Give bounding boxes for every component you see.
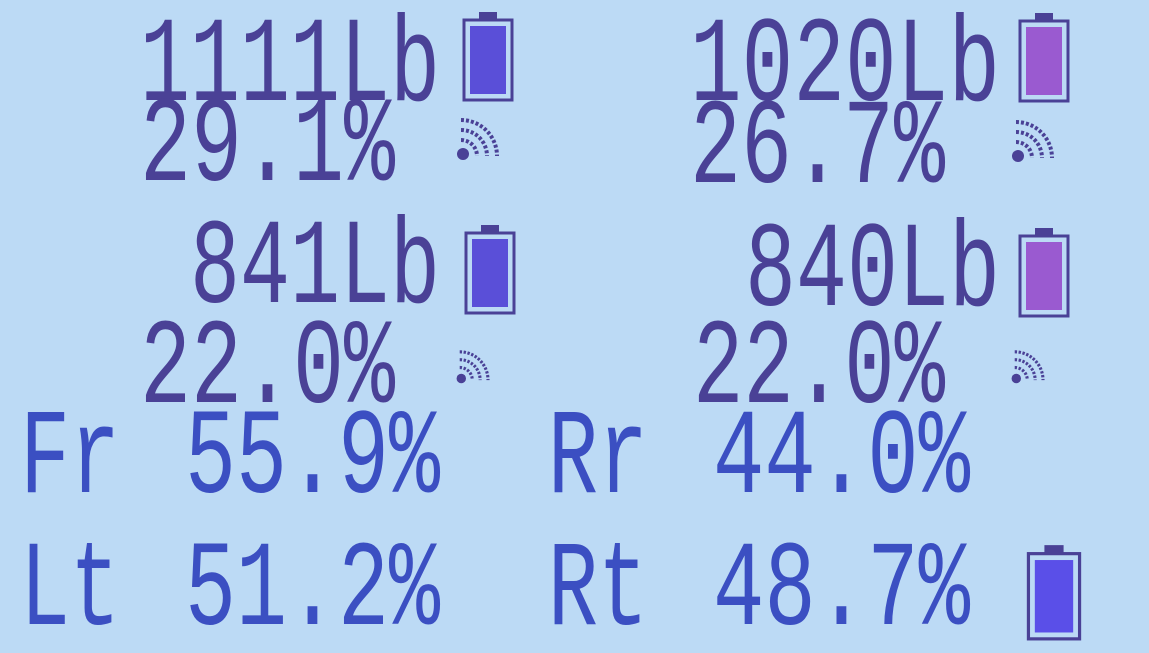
summary-percent: 44.0% bbox=[713, 390, 971, 529]
summary-label: Fr bbox=[20, 390, 120, 529]
percent: 26.7% bbox=[690, 80, 946, 219]
percent: 29.1% bbox=[140, 78, 396, 217]
page: 1111Lb 1020Lb 29.1% 26.7% 841Lb 840Lb 22… bbox=[0, 0, 1149, 653]
summary-percent: 55.9% bbox=[185, 390, 441, 529]
summary-label: Rr bbox=[548, 390, 648, 529]
summary-percent: 51.2% bbox=[185, 522, 441, 653]
summary-percent: 48.7% bbox=[713, 522, 971, 653]
summary-label: Lt bbox=[20, 522, 120, 653]
summary-label: Rt bbox=[548, 522, 648, 653]
lcd-screen: 1111Lb 1020Lb 29.1% 26.7% 841Lb 840Lb 22… bbox=[0, 0, 1149, 653]
